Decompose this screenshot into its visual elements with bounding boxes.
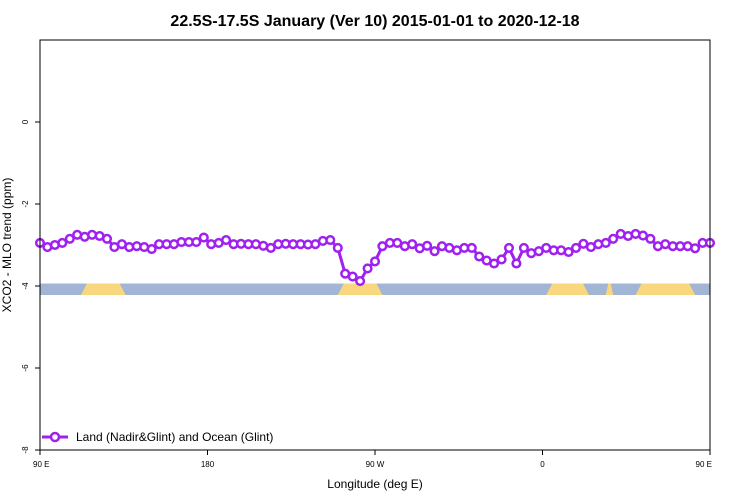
legend-marker xyxy=(49,431,61,443)
data-point xyxy=(645,233,656,244)
chart-title: 22.5S-17.5S January (Ver 10) 2015-01-01 … xyxy=(170,13,579,30)
data-point xyxy=(146,244,157,255)
data-point xyxy=(362,263,373,274)
land-segment xyxy=(605,283,614,296)
plot-frame xyxy=(39,39,711,451)
y-tick-label: -4 xyxy=(21,282,30,290)
land-segment xyxy=(80,283,126,296)
land-segment xyxy=(337,283,383,296)
land-segment xyxy=(546,283,590,296)
data-point xyxy=(422,240,433,251)
data-point xyxy=(221,235,232,246)
y-axis-label: XCO2 - MLO trend (ppm) xyxy=(0,178,14,313)
data-point xyxy=(600,237,611,248)
data-point xyxy=(191,237,202,248)
legend: Land (Nadir&Glint) and Ocean (Glint) xyxy=(42,430,273,444)
y-tick-label: -8 xyxy=(21,446,30,454)
y-tick-label: -6 xyxy=(21,364,30,372)
x-axis-label: Longitude (deg E) xyxy=(327,477,422,491)
data-point xyxy=(466,242,477,253)
data-point xyxy=(198,232,209,243)
data-point xyxy=(474,251,485,262)
data-point xyxy=(511,258,522,269)
data-point xyxy=(563,246,574,258)
surface-strip xyxy=(40,283,710,296)
axes: 90 E 180 90 W 0 90 E-8-6-4-20 xyxy=(21,119,712,469)
y-tick-label: 0 xyxy=(21,119,30,124)
x-tick-label: 180 xyxy=(201,460,215,469)
data-point xyxy=(64,233,75,244)
x-tick-label: 90 W xyxy=(366,460,385,469)
data-point xyxy=(496,254,507,265)
data-point xyxy=(101,233,113,244)
data-point xyxy=(265,242,276,253)
data-point xyxy=(369,256,381,267)
land-segment xyxy=(635,283,696,296)
data-point xyxy=(332,242,343,253)
series xyxy=(34,228,716,287)
data-point xyxy=(57,237,68,248)
data-point xyxy=(355,276,366,287)
data-point xyxy=(608,233,619,244)
data-point xyxy=(347,271,358,282)
data-point xyxy=(489,258,500,269)
data-point xyxy=(690,243,701,254)
x-tick-label: 0 xyxy=(540,460,545,469)
data-point xyxy=(570,242,582,253)
data-point xyxy=(429,246,440,257)
data-point xyxy=(503,242,515,253)
data-point xyxy=(518,242,529,253)
y-tick-label: -2 xyxy=(21,200,30,208)
data-point xyxy=(325,235,336,246)
data-point xyxy=(407,239,418,250)
legend-label: Land (Nadir&Glint) and Ocean (Glint) xyxy=(76,430,273,444)
x-tick-label: 90 E xyxy=(696,460,712,469)
x-tick-label: 90 E xyxy=(33,460,49,469)
